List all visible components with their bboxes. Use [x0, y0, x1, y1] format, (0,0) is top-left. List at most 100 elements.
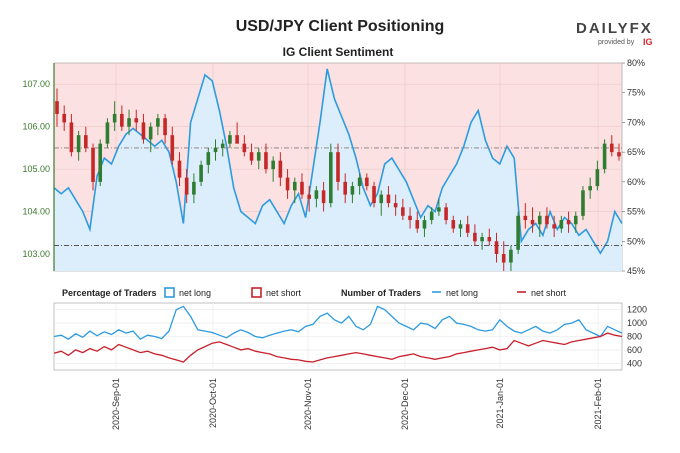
legend: Percentage of Traders net long net short… [62, 287, 567, 298]
legend-num-long-label: net long [446, 288, 478, 298]
candle-body [285, 177, 290, 191]
candle-body [141, 122, 146, 140]
candle-body [228, 135, 232, 144]
candle-body [415, 220, 420, 229]
percent-tick-label: 65% [627, 147, 645, 157]
price-candles [55, 88, 621, 271]
candle-body [408, 215, 412, 221]
candle-body [105, 122, 110, 144]
candle-body [120, 113, 124, 127]
candle-body [134, 118, 139, 123]
date-tick-label: 2021-Feb-01 [593, 378, 603, 430]
dailyfx-logo: DAILYFX provided by IG [576, 20, 653, 47]
candle-body [595, 169, 600, 187]
logo-sub: provided by [598, 39, 635, 46]
candle-body [487, 237, 492, 242]
candle-body [112, 113, 117, 123]
chart-subtitle: IG Client Sentiment [283, 45, 394, 59]
percent-tick-label: 50% [627, 236, 645, 246]
price-axis: 107.00 106.00 105.00 104.00 103.00 [22, 63, 55, 271]
candle-body [537, 215, 542, 225]
traders-short-line [53, 332, 623, 363]
date-tick-label: 2020-Oct-01 [208, 378, 218, 428]
candle-body [480, 237, 484, 242]
candle-body [84, 135, 88, 148]
candle-body [501, 254, 506, 263]
traders-tick-label: 1000 [627, 318, 647, 328]
traders-tick-label: 1200 [627, 305, 647, 315]
candle-body [473, 232, 477, 242]
candle-body [494, 241, 499, 255]
candle-body [235, 135, 239, 144]
candle-body [242, 143, 247, 153]
candle-body [401, 207, 405, 216]
candle-body [256, 152, 261, 161]
date-tick-label: 2020-Sep-01 [111, 378, 121, 430]
candle-body [552, 224, 556, 229]
price-tick-label: 105.00 [22, 164, 50, 174]
price-tick-label: 107.00 [22, 79, 50, 89]
percent-tick-label: 80% [627, 58, 645, 68]
candle-body [523, 215, 528, 221]
traders-tick-label: 600 [627, 345, 642, 355]
candle-body [465, 224, 470, 233]
price-tick-label: 103.00 [22, 249, 50, 259]
candle-body [365, 177, 369, 187]
candle-body [588, 186, 592, 191]
candle-body [156, 118, 160, 127]
candle-body [393, 203, 398, 208]
candle-body [386, 194, 391, 204]
candle-body [69, 122, 74, 153]
candle-body [192, 181, 196, 195]
candle-body [451, 220, 456, 229]
net-long-line [53, 68, 623, 255]
traders-plot: 1200 1000 800 600 400 2020-Sep-01 2020-Oct-01… [53, 302, 647, 430]
candle-body [609, 143, 614, 153]
candle-body [516, 215, 520, 250]
candle-body [249, 152, 254, 161]
percent-tick-label: 70% [627, 117, 645, 127]
candle-body [429, 211, 434, 221]
candle-body [545, 215, 549, 225]
price-tick-label: 104.00 [22, 207, 50, 217]
candle-body [343, 181, 348, 195]
chart-title: USD/JPY Client Positioning [236, 18, 445, 35]
legend-pct-short-label: net short [266, 288, 302, 298]
candle-body [177, 160, 182, 178]
candle-body [509, 249, 513, 263]
legend-num-short-label: net short [531, 288, 567, 298]
candle-body [379, 194, 384, 204]
candle-body [91, 147, 95, 182]
candle-body [458, 224, 463, 229]
candle-body [328, 152, 333, 204]
legend-num-title: Number of Traders [341, 288, 421, 298]
candle-body [444, 207, 448, 221]
candle-body [566, 220, 571, 225]
traders-grid [54, 303, 622, 370]
candle-body [350, 186, 355, 195]
candle-body [617, 152, 621, 157]
candle-body [437, 207, 441, 212]
candle-body [530, 220, 535, 225]
date-axis: 2020-Sep-01 2020-Oct-01 2020-Nov-01 2020-De… [111, 378, 603, 430]
candle-body [278, 160, 283, 178]
candle-body [300, 181, 304, 195]
candle-body [62, 113, 67, 123]
percent-tick-label: 60% [627, 177, 645, 187]
traders-axis: 1200 1000 800 600 400 [627, 305, 647, 369]
candle-body [170, 135, 175, 161]
candle-body [321, 190, 326, 204]
legend-pct-long-swatch [164, 287, 175, 298]
candle-body [314, 190, 319, 199]
candle-body [372, 186, 376, 204]
candle-body [213, 147, 218, 153]
main-plot: 107.00 106.00 105.00 104.00 103.00 80% 75% 70%… [22, 58, 645, 276]
candle-body [76, 135, 81, 153]
candle-body [422, 220, 427, 229]
traders-tick-label: 400 [627, 358, 642, 368]
price-tick-label: 106.00 [22, 122, 50, 132]
candle-body [199, 164, 203, 182]
traders-tick-label: 800 [627, 332, 642, 342]
candle-body [559, 220, 564, 229]
